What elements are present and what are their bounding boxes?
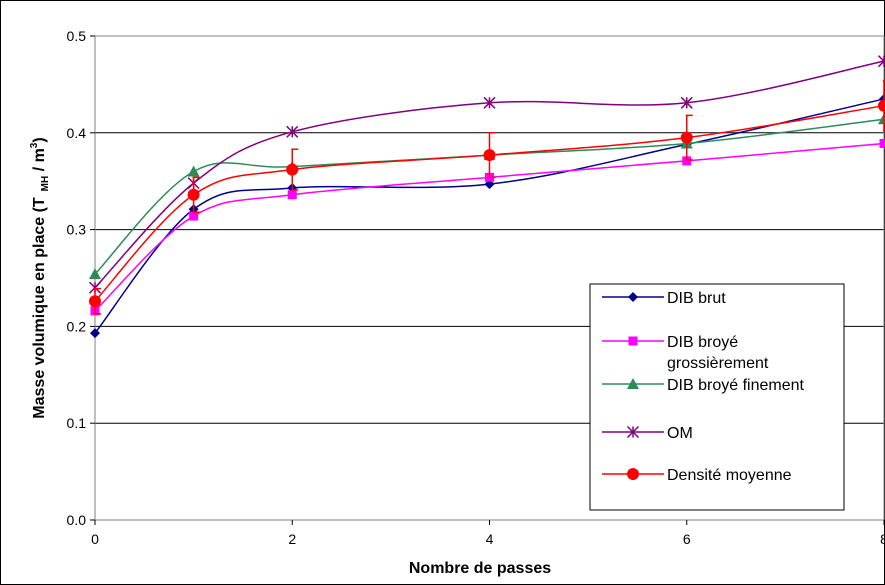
y-axis-ticks: 0.0 0.1 0.2 0.3 0.4 0.5: [67, 28, 95, 528]
y-tick-label: 0.5: [67, 28, 87, 44]
y-axis-title-tail: / m: [31, 148, 48, 176]
data-point: [286, 163, 299, 176]
legend-label-line1: OM: [667, 425, 693, 442]
x-axis-ticks: 0 2 4 6 8: [91, 520, 885, 547]
y-axis-title-close: ): [31, 137, 48, 142]
data-point: [90, 328, 100, 339]
legend-label-line1: Densité moyenne: [667, 467, 792, 484]
series-line: [94, 104, 885, 302]
data-point: [682, 156, 692, 166]
data-point: [879, 138, 885, 148]
series-group: [88, 55, 885, 339]
series-3: [88, 55, 885, 294]
x-tick-label: 2: [288, 531, 296, 547]
legend-label-line1: DIB brut: [667, 290, 726, 307]
legend-marker: [627, 468, 639, 480]
data-point: [187, 188, 200, 201]
x-tick-label: 0: [91, 531, 99, 547]
data-point: [89, 268, 101, 280]
y-tick-label: 0.2: [67, 318, 87, 334]
y-axis-title-main: Masse volumique en place (T: [31, 197, 48, 419]
y-tick-label: 0.1: [67, 415, 87, 431]
data-point: [189, 211, 199, 221]
legend-label-line1: DIB broyé finement: [667, 377, 805, 394]
legend-marker: [626, 425, 640, 439]
data-point: [89, 295, 101, 308]
data-point: [483, 149, 496, 162]
y-axis-title: Masse volumique en place (T MH / m3): [29, 137, 51, 418]
legend-label-line1: DIB broyé: [667, 334, 738, 351]
data-point: [680, 131, 693, 144]
data-point: [878, 99, 885, 112]
series-4: [89, 79, 885, 315]
legend-label-line2: grossièrement: [667, 355, 769, 372]
y-axis-title-sup: 3: [29, 142, 40, 148]
x-axis-title: Nombre de passes: [409, 560, 551, 577]
y-tick-label: 0.0: [67, 512, 87, 528]
y-tick-label: 0.4: [67, 125, 87, 141]
data-point: [877, 55, 885, 68]
legend-label: DIB broyé grossièrement: [667, 334, 769, 372]
y-axis-title-sub: MH: [40, 176, 51, 192]
legend: DIB brut DIB broyé grossièrement DIB broyé …: [589, 283, 845, 511]
x-tick-label: 8: [880, 531, 885, 547]
legend-marker: [627, 378, 639, 389]
legend-label: OM: [667, 425, 693, 442]
data-point: [187, 165, 200, 177]
data-point: [680, 96, 693, 109]
series-line: [94, 60, 885, 289]
legend-label: Densité moyenne: [667, 467, 792, 484]
data-point: [286, 125, 299, 138]
data-point: [287, 190, 297, 200]
series-line: [94, 98, 885, 334]
legend-marker: [628, 292, 638, 302]
legend-marker: [628, 336, 638, 346]
legend-label: DIB broyé finement: [667, 377, 805, 394]
x-tick-label: 4: [486, 531, 494, 547]
y-tick-label: 0.3: [67, 222, 87, 238]
data-point: [483, 96, 496, 109]
legend-label: DIB brut: [667, 290, 726, 307]
x-tick-label: 6: [683, 531, 691, 547]
